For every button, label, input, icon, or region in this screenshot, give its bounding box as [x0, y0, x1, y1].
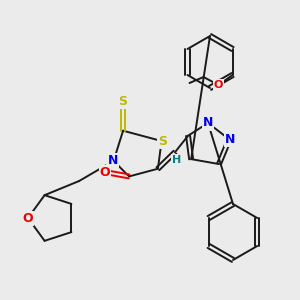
Text: S: S — [158, 134, 167, 148]
Text: O: O — [100, 166, 110, 179]
Text: N: N — [225, 133, 236, 146]
Text: N: N — [203, 116, 213, 130]
Text: O: O — [23, 212, 33, 224]
Text: O: O — [214, 80, 223, 90]
Text: N: N — [107, 154, 118, 167]
Text: H: H — [172, 155, 182, 165]
Text: S: S — [118, 95, 127, 108]
